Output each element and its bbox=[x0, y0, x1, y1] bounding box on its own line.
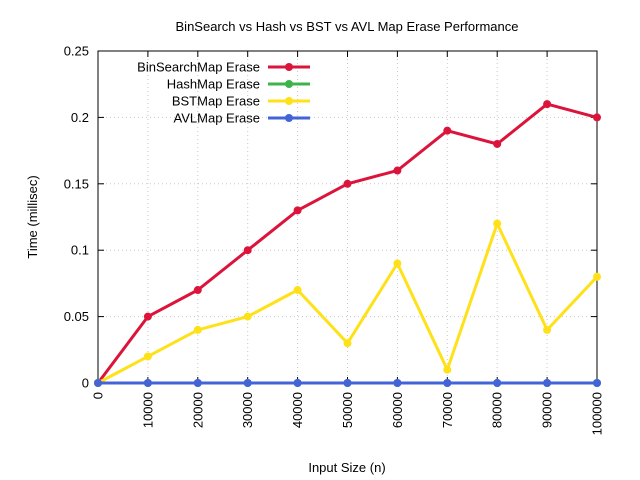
data-point bbox=[143, 352, 152, 361]
x-tick-label: 90000 bbox=[540, 392, 555, 428]
chart-title: BinSearch vs Hash vs BST vs AVL Map Eras… bbox=[176, 19, 519, 34]
data-point bbox=[543, 379, 552, 387]
y-tick-label: 0.2 bbox=[71, 110, 89, 125]
legend-swatch-point bbox=[285, 97, 293, 105]
series-layer bbox=[94, 100, 601, 387]
data-point bbox=[543, 100, 552, 109]
data-point bbox=[343, 179, 352, 188]
y-tick-label: 0 bbox=[82, 376, 89, 391]
x-tick-label: 70000 bbox=[440, 392, 455, 428]
legend-label: HashMap Erase bbox=[167, 77, 260, 92]
data-point bbox=[393, 166, 402, 175]
data-point bbox=[443, 365, 452, 374]
data-point bbox=[393, 259, 402, 268]
data-point bbox=[343, 379, 352, 387]
y-tick-label: 0.15 bbox=[64, 176, 89, 191]
y-tick-label: 0.05 bbox=[64, 309, 89, 324]
y-tick-label: 0.25 bbox=[64, 44, 89, 59]
data-point bbox=[593, 113, 601, 122]
x-tick-label: 60000 bbox=[390, 392, 405, 428]
series-bstmap-erase bbox=[94, 219, 601, 387]
data-point bbox=[293, 286, 302, 295]
x-tick-label: 0 bbox=[91, 392, 106, 399]
data-point bbox=[243, 312, 252, 321]
data-point bbox=[243, 379, 252, 387]
x-tick-label: 80000 bbox=[490, 392, 505, 428]
x-tick-label: 50000 bbox=[340, 392, 355, 428]
data-point bbox=[143, 379, 152, 387]
legend-label: BSTMap Erase bbox=[172, 94, 260, 109]
data-point bbox=[293, 379, 302, 387]
data-point bbox=[193, 379, 202, 387]
series-avlmap-erase bbox=[94, 379, 601, 387]
data-point bbox=[443, 126, 452, 135]
data-point bbox=[193, 286, 202, 295]
data-point bbox=[143, 312, 152, 321]
x-axis-label: Input Size (n) bbox=[308, 460, 385, 475]
x-tick-label: 30000 bbox=[240, 392, 255, 428]
legend-swatch-point bbox=[285, 80, 293, 88]
data-point bbox=[493, 139, 502, 148]
data-point bbox=[343, 339, 352, 348]
legend-swatch-point bbox=[285, 114, 293, 122]
data-point bbox=[393, 379, 402, 387]
data-point bbox=[593, 379, 601, 387]
axis-ticks: 0 0.05 0.1 0.15 0.2 0.25 0 10000 20000 30000 40000… bbox=[64, 44, 605, 436]
y-axis-label: Time (millisec) bbox=[25, 175, 40, 258]
data-point bbox=[593, 272, 601, 281]
x-tick-label: 10000 bbox=[140, 392, 155, 428]
y-tick-label: 0.1 bbox=[71, 243, 89, 258]
data-point bbox=[493, 219, 502, 228]
legend-label: AVLMap Erase bbox=[174, 111, 260, 126]
legend-swatch-point bbox=[285, 63, 293, 71]
legend: BinSearchMap Erase HashMap Erase BSTMap Er… bbox=[137, 60, 310, 126]
data-point bbox=[94, 379, 102, 387]
data-point bbox=[193, 325, 202, 334]
data-point bbox=[293, 206, 302, 215]
data-point bbox=[493, 379, 502, 387]
data-point bbox=[443, 379, 452, 387]
x-tick-label: 100000 bbox=[590, 392, 605, 435]
data-point bbox=[543, 325, 552, 334]
data-point bbox=[243, 246, 252, 255]
x-tick-label: 20000 bbox=[190, 392, 205, 428]
legend-label: BinSearchMap Erase bbox=[137, 60, 260, 75]
x-tick-label: 40000 bbox=[290, 392, 305, 428]
